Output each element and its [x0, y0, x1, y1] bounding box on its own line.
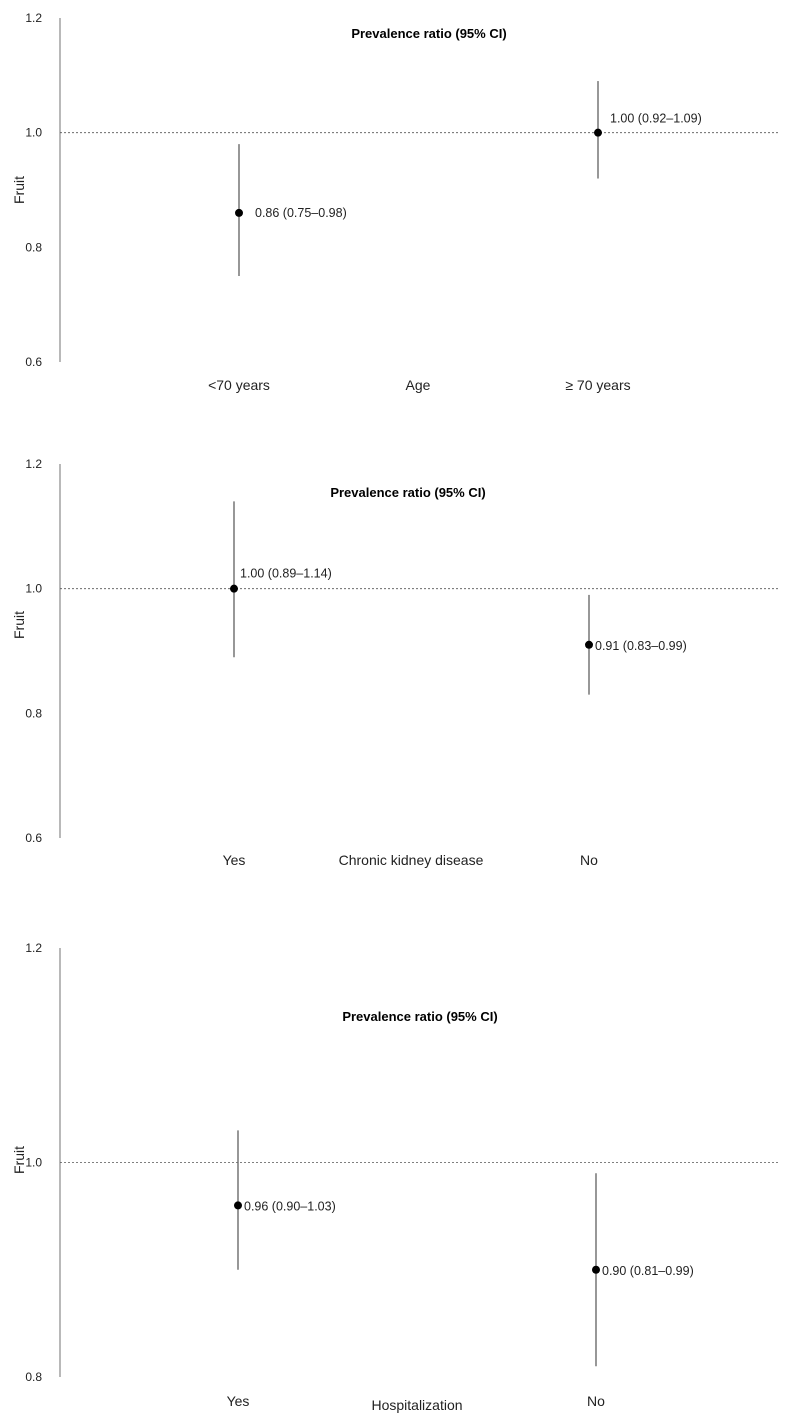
- y-tick-label: 0.8: [25, 1370, 42, 1384]
- y-axis-label: Fruit: [11, 1146, 27, 1174]
- forest-panel-2: 0.6 0.8 1.0 1.2 Prevalence ratio (95% CI) Fru…: [11, 457, 778, 868]
- category-label: Yes: [223, 852, 246, 868]
- category-label: <70 years: [208, 377, 270, 393]
- category-label: No: [587, 1393, 605, 1409]
- point-estimate: [594, 128, 602, 137]
- forest-panel-1: 0.6 0.8 1.0 1.2 Prevalence ratio (95% CI) Fru…: [11, 11, 778, 393]
- forest-panel-3: 0.8 1.0 1.2 Prevalence ratio (95% CI) Fruit Y…: [11, 941, 778, 1413]
- data-label: 0.86 (0.75–0.98): [255, 206, 347, 220]
- y-axis-label: Fruit: [11, 611, 27, 639]
- y-tick-label: 0.6: [25, 831, 42, 845]
- point-estimate: [592, 1265, 600, 1274]
- data-label: 0.91 (0.83–0.99): [595, 639, 687, 653]
- y-tick-label: 1.2: [25, 11, 42, 25]
- y-tick-label: 1.0: [25, 582, 42, 596]
- y-tick-label: 0.6: [25, 355, 42, 369]
- y-tick-label: 1.0: [25, 1156, 42, 1170]
- point-estimate: [230, 584, 238, 593]
- x-axis-label: Chronic kidney disease: [339, 852, 484, 868]
- y-tick-label: 0.8: [25, 240, 42, 254]
- data-label: 0.96 (0.90–1.03): [244, 1199, 336, 1213]
- point-estimate: [234, 1201, 242, 1210]
- y-tick-label: 0.8: [25, 706, 42, 720]
- point-estimate: [235, 208, 243, 217]
- x-axis-label: Age: [406, 377, 431, 393]
- category-label: No: [580, 852, 598, 868]
- x-axis-label: Hospitalization: [371, 1397, 462, 1413]
- y-tick-label: 1.2: [25, 941, 42, 955]
- point-estimate: [585, 640, 593, 649]
- y-axis-label: Fruit: [11, 176, 27, 204]
- chart-title: Prevalence ratio (95% CI): [330, 485, 485, 500]
- data-label: 1.00 (0.89–1.14): [240, 567, 332, 581]
- chart-title: Prevalence ratio (95% CI): [342, 1009, 497, 1024]
- y-tick-label: 1.2: [25, 457, 42, 471]
- data-label: 0.90 (0.81–0.99): [602, 1264, 694, 1278]
- category-label: Yes: [227, 1393, 250, 1409]
- data-label: 1.00 (0.92–1.09): [610, 112, 702, 126]
- y-tick-label: 1.0: [25, 126, 42, 140]
- chart-title: Prevalence ratio (95% CI): [351, 26, 506, 41]
- category-label: ≥ 70 years: [565, 377, 630, 393]
